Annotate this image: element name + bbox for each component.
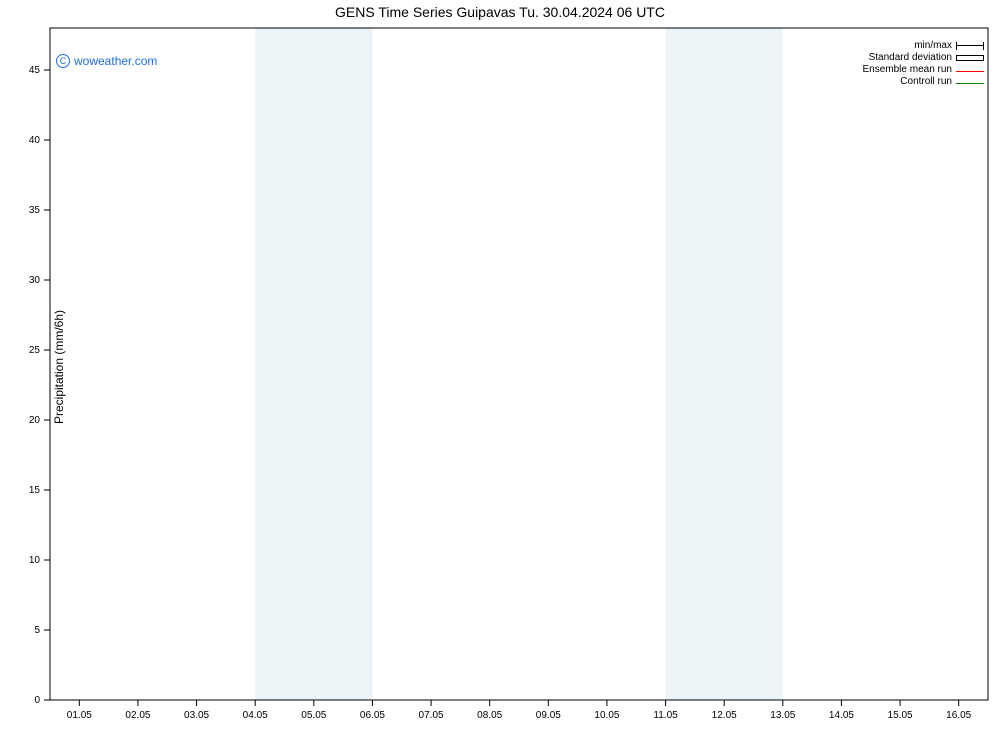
svg-text:14.05: 14.05	[829, 710, 854, 721]
svg-text:08.05: 08.05	[477, 710, 502, 721]
legend-label: Ensemble mean run	[863, 64, 953, 76]
svg-text:03.05: 03.05	[184, 710, 209, 721]
svg-text:40: 40	[29, 135, 41, 146]
svg-text:15: 15	[29, 485, 41, 496]
legend-swatch	[956, 83, 984, 84]
watermark-text: woweather.com	[74, 54, 157, 68]
plot-svg: 0 5 10 15 20 25 30 35 40 45 01.05 02.05 03.05 04.05 05…	[0, 0, 1000, 733]
legend-item: Standard deviation	[863, 52, 985, 64]
legend-swatch	[956, 42, 984, 50]
svg-text:13.05: 13.05	[770, 710, 795, 721]
svg-text:06.05: 06.05	[360, 710, 385, 721]
svg-text:12.05: 12.05	[712, 710, 737, 721]
legend-swatch	[956, 55, 984, 61]
svg-text:05.05: 05.05	[301, 710, 326, 721]
svg-text:30: 30	[29, 275, 41, 286]
legend-item: Controll run	[863, 76, 985, 88]
svg-text:15.05: 15.05	[888, 710, 913, 721]
svg-text:5: 5	[34, 625, 40, 636]
svg-text:45: 45	[29, 65, 41, 76]
svg-text:09.05: 09.05	[536, 710, 561, 721]
svg-text:11.05: 11.05	[653, 710, 678, 721]
svg-text:04.05: 04.05	[243, 710, 268, 721]
precipitation-chart: GENS Time Series Guipavas Tu. 30.04.2024…	[0, 0, 1000, 733]
legend-label: Standard deviation	[869, 52, 952, 64]
legend-swatch	[956, 71, 984, 72]
svg-text:20: 20	[29, 415, 41, 426]
legend: min/maxStandard deviationEnsemble mean r…	[863, 40, 985, 88]
copyright-icon: C	[56, 54, 70, 68]
svg-text:35: 35	[29, 205, 41, 216]
watermark: C woweather.com	[56, 54, 157, 68]
legend-item: min/max	[863, 40, 985, 52]
legend-label: min/max	[914, 40, 952, 52]
svg-text:07.05: 07.05	[419, 710, 444, 721]
svg-text:16.05: 16.05	[946, 710, 971, 721]
svg-text:01.05: 01.05	[67, 710, 92, 721]
svg-text:25: 25	[29, 345, 41, 356]
legend-item: Ensemble mean run	[863, 64, 985, 76]
legend-label: Controll run	[900, 76, 952, 88]
svg-text:10.05: 10.05	[594, 710, 619, 721]
svg-text:0: 0	[34, 695, 40, 706]
svg-text:10: 10	[29, 555, 41, 566]
svg-text:02.05: 02.05	[125, 710, 150, 721]
